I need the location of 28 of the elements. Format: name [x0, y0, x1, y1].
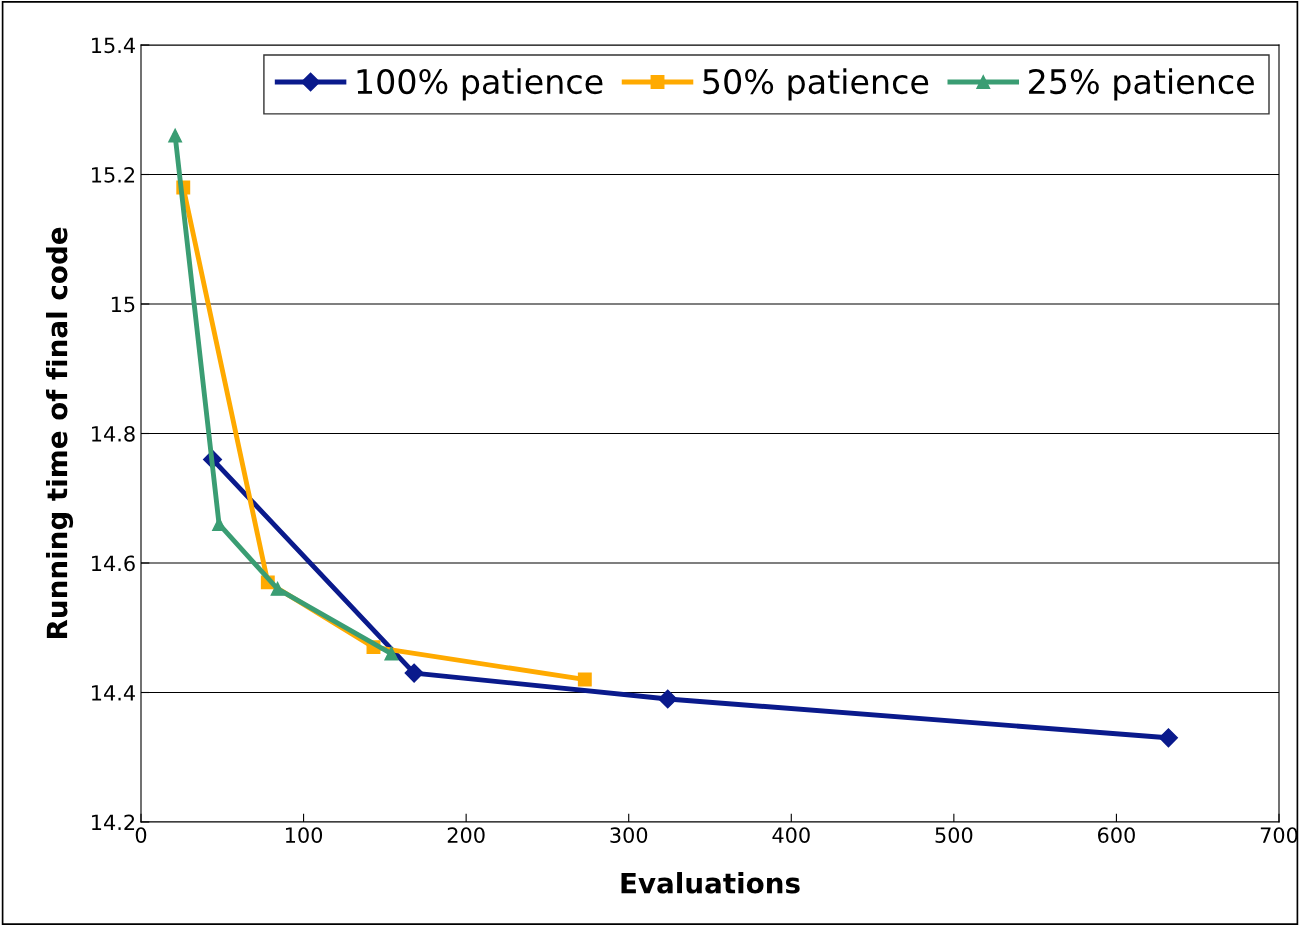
- y-tick-label: 15: [111, 296, 135, 313]
- point: [168, 128, 183, 143]
- x-tick-label: 100: [285, 827, 323, 843]
- legend-label: 100% patience: [357, 68, 603, 101]
- point: [384, 646, 399, 661]
- x-tick-label: 700: [1260, 827, 1298, 843]
- point: [212, 517, 226, 532]
- x-axis-title: Evaluations: [621, 872, 800, 894]
- point: [658, 689, 678, 709]
- x-tick-label: 500: [935, 827, 973, 843]
- y-tick-label: 14.2: [92, 814, 135, 830]
- y-axis-title: Running time of final code: [45, 227, 74, 639]
- point: [270, 581, 285, 596]
- x-tick-label: 600: [1098, 827, 1135, 843]
- y-tick-label: 15.4: [92, 37, 135, 54]
- point: [1158, 728, 1178, 748]
- x-tick-label: 400: [772, 827, 810, 843]
- y-tick-label: 15.2: [92, 166, 135, 183]
- legend-label: 50% patience: [703, 68, 929, 101]
- x-tick-label: 0: [135, 827, 147, 843]
- x-tick-label: 200: [447, 827, 485, 843]
- point: [577, 672, 592, 687]
- y-tick-label: 14.4: [92, 685, 135, 701]
- point: [404, 663, 424, 683]
- y-tick-label: 14.6: [92, 555, 135, 572]
- x-tick-label: 300: [610, 827, 648, 843]
- y-tick-label: 14.8: [92, 425, 135, 442]
- legend-label: 25% patience: [1029, 68, 1254, 101]
